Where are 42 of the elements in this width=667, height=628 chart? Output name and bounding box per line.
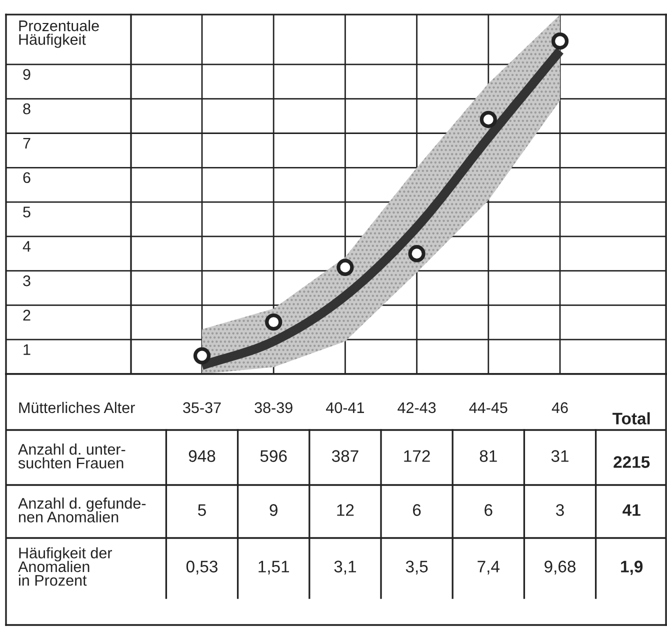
data-label: 7,4	[478, 560, 500, 574]
y-tick-label: 8	[23, 103, 30, 114]
text: Mütterliches Alter	[19, 402, 135, 414]
y-tick-label: 5	[23, 206, 30, 218]
data-label: 81	[480, 450, 497, 462]
y-tick-label: 1	[24, 344, 30, 355]
text: Anzahl d. gefunde- nen Anomalien	[18, 498, 146, 522]
data-label: 1,9	[621, 560, 643, 575]
data-label: 948	[188, 450, 216, 462]
data-label: 6	[413, 504, 421, 516]
data-label: 0,53	[186, 560, 218, 574]
category-label: 35-37	[183, 402, 221, 414]
data-label: 3,1	[334, 560, 356, 574]
data-label: 12	[337, 504, 354, 516]
category-label: 46	[552, 402, 568, 414]
data-label: 2215	[614, 456, 650, 468]
data-label: 5	[198, 504, 206, 516]
y-tick-label: 3	[23, 275, 30, 286]
data-label: 3,5	[406, 560, 428, 574]
y-tick-label: 7	[23, 138, 30, 148]
data-label: 9	[270, 504, 278, 516]
category-label: 40-41	[326, 402, 364, 414]
data-label: 41	[622, 504, 640, 516]
text: Häufigkeit der Anomalien in Prozent	[18, 547, 112, 586]
data-label: 596	[260, 450, 287, 462]
data-label: 6	[484, 504, 492, 516]
data-label: 31	[551, 450, 568, 462]
y-tick-label: 4	[22, 241, 31, 252]
y-axis-title: Prozentuale Häufigkeit	[19, 20, 99, 48]
data-label: 9,68	[544, 560, 576, 574]
category-label: Total	[612, 412, 650, 424]
data-label: 387	[332, 450, 358, 462]
data-label: 1,51	[258, 560, 290, 574]
y-tick-label: 9	[23, 69, 30, 80]
data-label: 3	[556, 504, 564, 516]
y-tick-label: 2	[23, 310, 30, 320]
category-label: 44-45	[469, 402, 508, 414]
category-label: 42-43	[398, 402, 436, 414]
data-label: 172	[404, 450, 430, 462]
series-label: Anzahl d. unter- suchten Frauen	[18, 444, 126, 468]
category-label: 38-39	[254, 402, 292, 414]
y-tick-label: 6	[23, 172, 30, 184]
